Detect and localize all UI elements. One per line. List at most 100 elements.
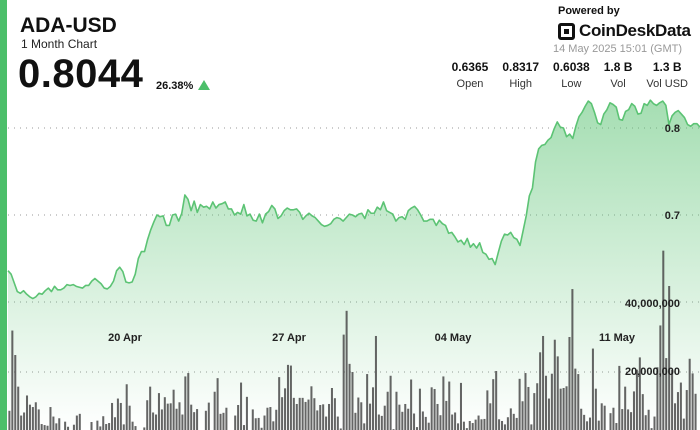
- volume-bar: [369, 403, 372, 430]
- volume-bar: [547, 398, 550, 430]
- volume-bar: [23, 412, 26, 430]
- volume-bar: [694, 393, 697, 430]
- stat-low: 0.6038 Low: [553, 60, 590, 90]
- stat-open: 0.6365 Open: [452, 60, 489, 90]
- volume-bar: [143, 427, 146, 430]
- volume-bar: [72, 424, 75, 430]
- volume-bar: [366, 374, 369, 430]
- volume-bar: [565, 386, 568, 430]
- stats-row: 0.6365 Open 0.8317 High 0.6038 Low 1.8 B…: [438, 60, 688, 90]
- volume-bar: [272, 421, 275, 430]
- volume-bar: [498, 419, 501, 430]
- volume-bar: [451, 414, 454, 430]
- volume-bar: [172, 389, 175, 430]
- volume-bar: [316, 410, 319, 430]
- volume-bar: [96, 420, 99, 430]
- volume-bar: [157, 393, 160, 430]
- volume-bar: [313, 398, 316, 430]
- volume-bar: [122, 424, 125, 430]
- up-triangle-icon: [198, 80, 210, 90]
- volume-bar: [281, 397, 284, 430]
- volume-bar: [530, 424, 533, 430]
- volume-bar: [448, 381, 451, 430]
- volume-bar: [363, 423, 366, 430]
- volume-bar: [131, 421, 134, 430]
- volume-bar: [240, 382, 243, 430]
- volume-bar: [90, 422, 93, 430]
- volume-bar: [550, 373, 553, 430]
- volume-bar: [665, 358, 668, 430]
- volume-bar: [653, 416, 656, 430]
- volume-bar: [31, 407, 34, 430]
- volume-bar: [685, 390, 688, 430]
- volume-bar: [395, 391, 398, 430]
- volume-bar: [691, 373, 694, 430]
- volume-bar: [630, 412, 633, 430]
- volume-bar: [644, 415, 647, 430]
- volume-bar: [278, 377, 281, 430]
- volume-bar: [436, 403, 439, 430]
- volume-bar: [668, 286, 671, 430]
- volume-bar: [301, 397, 304, 430]
- volume-bar: [380, 415, 383, 430]
- volume-bar: [307, 399, 310, 430]
- volume-bar: [184, 376, 187, 430]
- volume-bar: [242, 425, 246, 430]
- volume-bar: [509, 408, 512, 430]
- x-tick-label: 04 May: [435, 332, 473, 344]
- volume-bar: [360, 402, 363, 430]
- volume-bar: [292, 397, 295, 430]
- y-tick-label: 0.8: [665, 123, 680, 135]
- volume-bar: [134, 426, 137, 430]
- volume-bar: [257, 417, 260, 430]
- volume-bar: [298, 397, 301, 430]
- volume-bar: [527, 386, 530, 430]
- volume-bar: [119, 402, 122, 430]
- volume-bar: [503, 424, 506, 430]
- accent-bar: [0, 0, 7, 430]
- volume-bar: [489, 403, 492, 430]
- volume-bar: [583, 414, 586, 430]
- volume-bar: [52, 416, 55, 430]
- volume-bar: [430, 387, 433, 430]
- volume-bar: [468, 420, 471, 430]
- chart-period: 1 Month Chart: [21, 37, 98, 51]
- volume-bar: [149, 386, 152, 430]
- volume-bar: [486, 390, 489, 430]
- volume-bar: [325, 416, 328, 430]
- volume-bar: [506, 417, 509, 430]
- volume-bar: [656, 367, 659, 430]
- volume-bar: [574, 368, 577, 430]
- volume-bar: [216, 378, 219, 430]
- volume-bar: [676, 392, 679, 430]
- volume-bar: [492, 379, 495, 430]
- volume-bar: [125, 384, 128, 430]
- stat-value: 1.8 B: [603, 60, 633, 74]
- volume-bar: [407, 408, 410, 430]
- volume-bar: [410, 379, 413, 430]
- volume-bar: [234, 415, 237, 430]
- volume-bar: [594, 388, 597, 430]
- stat-label: Vol: [610, 78, 626, 90]
- volume-bar: [480, 419, 483, 430]
- volume-bar: [43, 425, 46, 430]
- brand-logo[interactable]: CoinDeskData: [558, 21, 691, 41]
- volume-bar: [679, 382, 682, 430]
- price-change: 26.38%: [156, 80, 194, 92]
- price-line: [7, 99, 700, 300]
- volume-bar: [562, 388, 565, 430]
- volume-bar: [11, 330, 14, 430]
- volume-bar: [386, 391, 389, 430]
- volume-bar: [533, 393, 536, 430]
- volume-bar: [650, 428, 653, 430]
- volume-bar: [34, 402, 37, 430]
- volume-bar: [105, 424, 108, 430]
- volume-bar: [58, 418, 61, 430]
- volume-bar: [424, 416, 427, 430]
- volume-bar: [459, 382, 462, 430]
- stat-value: 0.6365: [451, 60, 489, 74]
- x-tick-label: 11 May: [599, 332, 636, 344]
- volume-bar: [345, 310, 348, 430]
- volume-bar: [415, 427, 419, 430]
- volume-bar: [465, 428, 468, 430]
